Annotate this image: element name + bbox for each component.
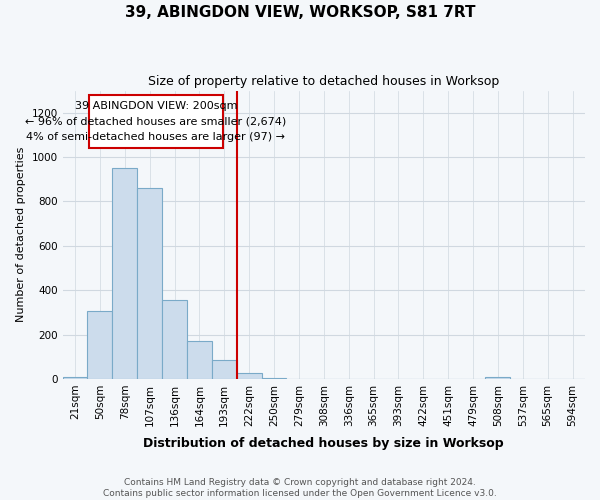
Bar [187, 341, 212, 379]
Bar [112, 168, 137, 379]
X-axis label: Distribution of detached houses by size in Worksop: Distribution of detached houses by size … [143, 437, 504, 450]
Bar [212, 360, 237, 379]
Bar [88, 312, 112, 379]
Bar [89, 95, 223, 148]
Bar [137, 188, 162, 379]
Bar [262, 378, 286, 379]
Text: 39, ABINGDON VIEW, WORKSOP, S81 7RT: 39, ABINGDON VIEW, WORKSOP, S81 7RT [125, 5, 475, 20]
Text: 39 ABINGDON VIEW: 200sqm
← 96% of detached houses are smaller (2,674)
4% of semi: 39 ABINGDON VIEW: 200sqm ← 96% of detach… [25, 101, 287, 142]
Bar [237, 374, 262, 379]
Bar [162, 300, 187, 379]
Title: Size of property relative to detached houses in Worksop: Size of property relative to detached ho… [148, 75, 499, 88]
Bar [485, 376, 511, 379]
Bar [62, 376, 88, 379]
Y-axis label: Number of detached properties: Number of detached properties [16, 147, 26, 322]
Text: Contains HM Land Registry data © Crown copyright and database right 2024.
Contai: Contains HM Land Registry data © Crown c… [103, 478, 497, 498]
